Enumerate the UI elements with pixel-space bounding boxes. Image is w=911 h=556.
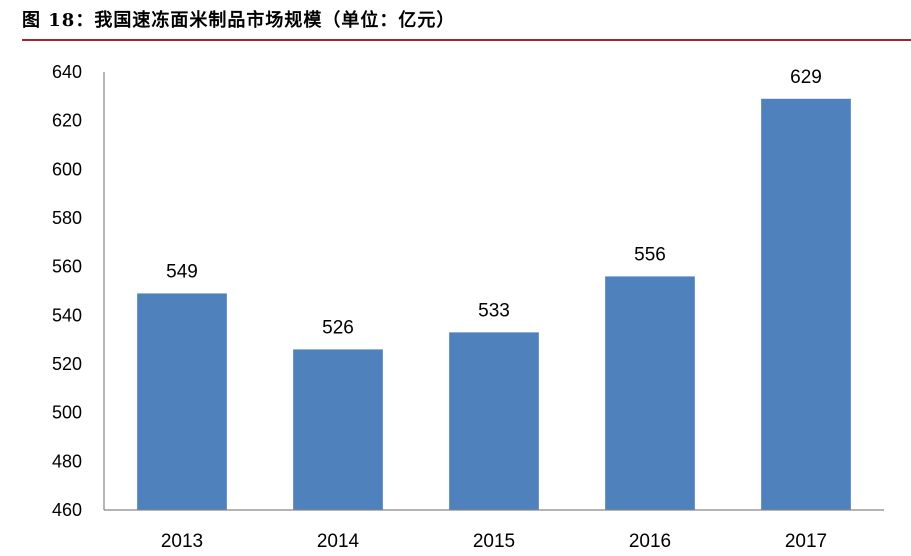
data-label: 533 bbox=[478, 300, 510, 321]
caption-rule bbox=[22, 39, 911, 41]
x-tick-label: 2013 bbox=[161, 531, 203, 552]
bar-2017 bbox=[761, 98, 851, 511]
data-label: 556 bbox=[634, 244, 666, 265]
y-tick-label: 460 bbox=[52, 500, 82, 520]
y-tick-label: 500 bbox=[52, 403, 82, 423]
y-tick-label: 520 bbox=[52, 354, 82, 374]
y-tick-label: 640 bbox=[52, 62, 82, 82]
y-tick-label: 560 bbox=[52, 257, 82, 277]
figure-caption: 图 18：我国速冻面米制品市场规模（单位：亿元） bbox=[22, 10, 456, 31]
data-label: 629 bbox=[790, 67, 822, 88]
y-tick-label: 480 bbox=[52, 451, 82, 471]
x-tick-label: 2017 bbox=[785, 531, 827, 552]
x-tick-label: 2016 bbox=[629, 531, 671, 552]
bars bbox=[137, 98, 851, 511]
x-tick-label: 2015 bbox=[473, 531, 515, 552]
x-tick-labels: 2013 2014 2015 2016 2017 bbox=[161, 531, 827, 552]
y-tick-label: 580 bbox=[52, 208, 82, 228]
y-tick-label: 600 bbox=[52, 159, 82, 179]
bar-2013 bbox=[137, 293, 227, 510]
bar-2016 bbox=[605, 276, 695, 510]
data-labels: 549 526 533 556 629 bbox=[166, 67, 822, 339]
data-label: 549 bbox=[166, 261, 198, 282]
y-tick-labels: 460 480 500 520 540 560 580 600 620 640 bbox=[52, 62, 82, 520]
data-label: 526 bbox=[322, 317, 354, 338]
y-tick-label: 540 bbox=[52, 305, 82, 325]
y-tick-label: 620 bbox=[52, 111, 82, 131]
x-tick-label: 2014 bbox=[317, 531, 360, 552]
bar-2014 bbox=[293, 349, 383, 510]
bar-2015 bbox=[449, 332, 539, 510]
